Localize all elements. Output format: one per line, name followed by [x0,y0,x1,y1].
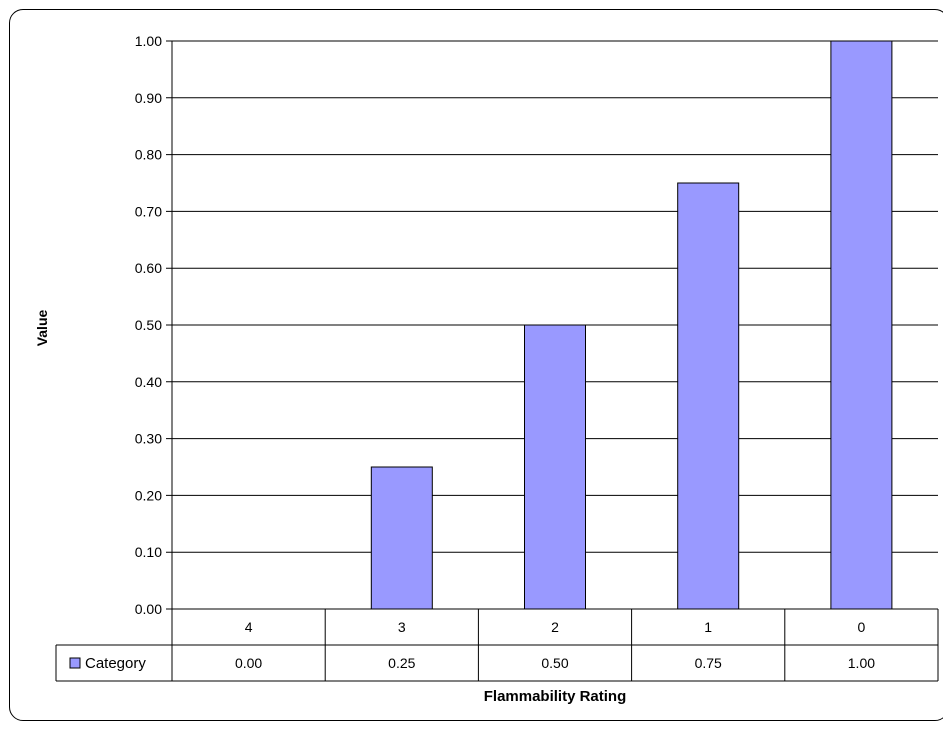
legend-label: Category [85,655,146,672]
bar [370,466,433,610]
y-tick-label: 0.60 [135,260,162,276]
bar [830,40,893,610]
chart-frame [9,9,943,721]
y-tick-label: 0.50 [135,317,162,333]
table-value: 0.00 [235,655,262,671]
legend-swatch [69,657,81,669]
table-value: 0.25 [388,655,415,671]
y-tick-label: 0.20 [135,487,162,503]
y-tick-label: 0.90 [135,90,162,106]
bar [677,182,740,610]
bars [370,40,893,610]
x-tick-label: 2 [551,619,559,635]
x-tick-label: 0 [858,619,866,635]
y-tick-label: 0.30 [135,431,162,447]
y-axis-title: Value [34,310,50,347]
table-value: 0.50 [541,655,568,671]
y-tick-label: 0.40 [135,374,162,390]
table-value: 1.00 [848,655,875,671]
y-tick-label: 0.10 [135,544,162,560]
x-axis-title: Flammability Rating [484,688,627,705]
y-tick-labels: 0.00 0.10 0.20 0.30 0.40 0.50 0.60 0.70 0.80 0.90… [135,33,162,617]
x-tick-label: 1 [704,619,712,635]
y-tick-label: 0.70 [135,203,162,219]
y-tick-label: 0.00 [135,601,162,617]
data-table: 4 0.00 3 0.25 2 0.50 1 0.75 0 1.00 Category [55,609,939,682]
x-tick-label: 4 [245,619,253,635]
x-tick-label: 3 [398,619,406,635]
y-tick-label: 1.00 [135,33,162,49]
bar [524,324,586,610]
y-tick-label: 0.80 [135,147,162,163]
table-value: 0.75 [695,655,722,671]
